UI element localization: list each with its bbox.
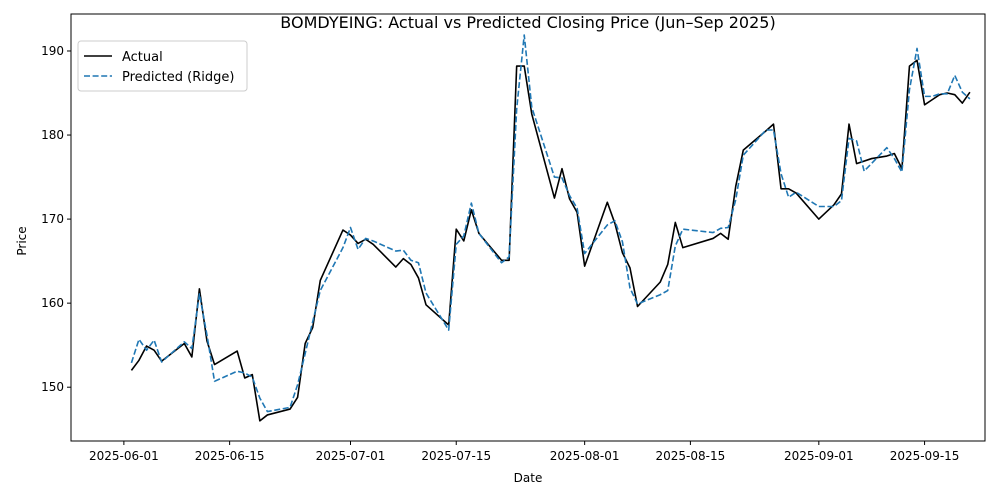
predicted-series-line bbox=[130, 34, 971, 413]
legend-label-predicted: Predicted (Ridge) bbox=[122, 70, 234, 85]
legend-label-actual: Actual bbox=[122, 50, 163, 65]
plot-frame bbox=[70, 13, 986, 442]
x-axis-ticks: 2025-06-01 2025-06-15 2025-07-01 2025-07-15… bbox=[89, 441, 959, 463]
chart-title: BOMDYEING: Actual vs Predicted Closing P… bbox=[280, 13, 775, 32]
x-tick-label: 2025-09-01 bbox=[784, 449, 854, 463]
series-layer bbox=[130, 34, 971, 422]
x-axis-label: Date bbox=[514, 471, 543, 485]
legend: Actual Predicted (Ridge) bbox=[77, 40, 248, 92]
legend-box bbox=[77, 40, 248, 92]
x-tick-label: 2025-09-15 bbox=[890, 449, 960, 463]
y-axis-label: Price bbox=[15, 226, 29, 255]
actual-series-line bbox=[130, 59, 971, 422]
x-tick-label: 2025-07-15 bbox=[421, 449, 491, 463]
x-tick-label: 2025-08-01 bbox=[550, 449, 620, 463]
y-tick-label: 180 bbox=[41, 128, 64, 142]
x-tick-label: 2025-06-15 bbox=[195, 449, 265, 463]
y-tick-label: 170 bbox=[41, 212, 64, 226]
x-tick-label: 2025-07-01 bbox=[316, 449, 386, 463]
y-tick-label: 190 bbox=[41, 44, 64, 58]
x-tick-label: 2025-08-15 bbox=[656, 449, 726, 463]
y-axis-ticks: 150 160 170 180 190 bbox=[41, 44, 71, 394]
y-tick-label: 160 bbox=[41, 296, 64, 310]
y-tick-label: 150 bbox=[41, 380, 64, 394]
x-tick-label: 2025-06-01 bbox=[89, 449, 159, 463]
